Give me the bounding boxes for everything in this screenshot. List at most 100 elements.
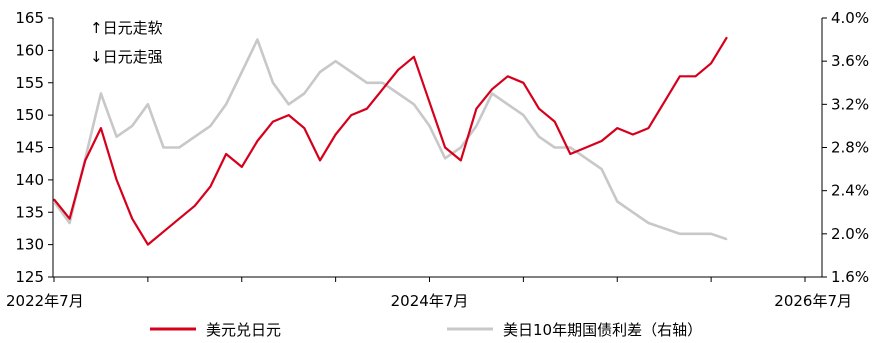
left-axis-ticks: 125 130 135 140 145 150 155 160 165 xyxy=(15,9,53,286)
point-usdjpy xyxy=(397,69,399,71)
legend-label-spread: 美日10年期国债利差（右轴） xyxy=(503,321,702,339)
point-usdjpy xyxy=(522,82,525,84)
left-tick-label: 145 xyxy=(15,139,44,157)
point-spread xyxy=(131,125,133,127)
point-spread xyxy=(647,222,650,224)
point-usdjpy xyxy=(616,127,618,129)
point-spread xyxy=(522,114,525,116)
point-spread xyxy=(585,157,587,159)
point-usdjpy xyxy=(272,121,274,123)
series-line-spread xyxy=(52,38,728,241)
point-usdjpy xyxy=(491,88,493,90)
point-spread xyxy=(382,82,384,84)
point-usdjpy xyxy=(726,36,728,39)
point-usdjpy xyxy=(84,159,86,161)
point-usdjpy xyxy=(538,108,540,110)
point-spread xyxy=(162,146,165,149)
point-spread xyxy=(272,82,274,84)
point-spread xyxy=(335,60,337,62)
point-spread xyxy=(428,125,431,127)
point-spread xyxy=(475,125,477,127)
point-usdjpy xyxy=(335,133,337,136)
point-spread xyxy=(69,222,71,224)
point-usdjpy xyxy=(53,198,55,200)
point-usdjpy xyxy=(585,146,587,149)
right-tick-label: 2.8% xyxy=(831,139,869,157)
point-usdjpy xyxy=(350,114,352,116)
point-spread xyxy=(209,125,212,127)
series-layer xyxy=(52,36,728,246)
point-usdjpy xyxy=(507,75,509,77)
point-usdjpy xyxy=(663,101,665,103)
point-usdjpy xyxy=(460,159,462,161)
point-spread xyxy=(538,136,540,138)
point-spread xyxy=(350,71,352,73)
point-spread xyxy=(256,39,258,41)
right-tick-label: 2.0% xyxy=(831,225,869,243)
point-spread xyxy=(710,233,712,235)
right-tick-label: 4.0% xyxy=(831,9,869,27)
point-usdjpy xyxy=(178,218,180,220)
point-spread xyxy=(507,103,509,105)
point-usdjpy xyxy=(194,205,196,207)
point-usdjpy xyxy=(303,127,305,129)
point-usdjpy xyxy=(428,101,431,103)
point-usdjpy xyxy=(116,179,118,181)
point-usdjpy xyxy=(241,166,243,168)
left-tick-label: 130 xyxy=(15,236,44,254)
point-spread xyxy=(663,227,665,229)
point-usdjpy xyxy=(710,62,712,64)
point-spread xyxy=(397,92,399,95)
left-tick-label: 150 xyxy=(15,106,44,124)
point-spread xyxy=(632,211,634,213)
point-spread xyxy=(303,92,305,95)
point-spread xyxy=(366,82,368,84)
right-tick-label: 1.6% xyxy=(831,268,869,286)
x-tick-label: 2022年7月 xyxy=(6,292,84,310)
series-line-usdjpy xyxy=(53,36,728,246)
point-usdjpy xyxy=(554,121,556,123)
point-spread xyxy=(601,168,603,170)
right-tick-label: 3.2% xyxy=(831,95,869,113)
x-tick-label: 2024年7月 xyxy=(391,292,469,310)
point-usdjpy xyxy=(256,140,258,142)
point-spread xyxy=(679,233,681,235)
point-usdjpy xyxy=(632,133,634,136)
point-spread xyxy=(444,157,446,159)
point-usdjpy xyxy=(601,140,603,142)
point-usdjpy xyxy=(475,108,477,110)
point-usdjpy xyxy=(444,146,446,149)
annotation-yen-weaker: ↑日元走软 xyxy=(90,19,163,37)
point-usdjpy xyxy=(100,127,102,129)
point-spread xyxy=(225,103,227,105)
point-usdjpy xyxy=(147,244,149,246)
left-tick-label: 140 xyxy=(15,171,44,189)
point-spread xyxy=(554,146,556,149)
point-spread xyxy=(147,103,149,105)
point-usdjpy xyxy=(131,218,133,220)
point-usdjpy xyxy=(225,153,227,155)
point-spread xyxy=(241,71,243,73)
point-usdjpy xyxy=(413,56,415,58)
point-usdjpy xyxy=(366,108,368,110)
point-spread xyxy=(616,200,618,203)
point-usdjpy xyxy=(319,159,321,161)
x-tick-label: 2026年7月 xyxy=(774,292,852,310)
annotation-yen-stronger: ↓日元走强 xyxy=(90,48,163,66)
point-spread xyxy=(319,71,321,73)
point-spread xyxy=(288,103,290,105)
left-tick-label: 135 xyxy=(15,203,44,221)
point-usdjpy xyxy=(694,75,697,77)
point-usdjpy xyxy=(569,153,571,155)
right-tick-label: 2.4% xyxy=(831,182,869,200)
point-usdjpy xyxy=(679,75,681,77)
point-usdjpy xyxy=(647,127,650,129)
left-tick-label: 155 xyxy=(15,74,44,92)
point-usdjpy xyxy=(382,88,384,90)
point-spread xyxy=(194,136,196,138)
left-tick-label: 125 xyxy=(15,268,44,286)
point-spread xyxy=(569,146,571,149)
legend-label-usdjpy: 美元兑日元 xyxy=(206,321,281,339)
point-usdjpy xyxy=(162,231,165,233)
